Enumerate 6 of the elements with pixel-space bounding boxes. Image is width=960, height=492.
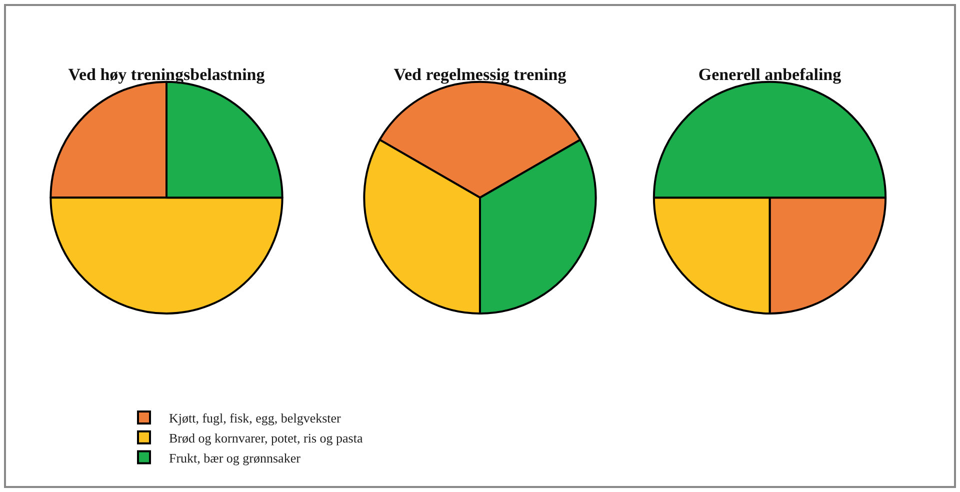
slice-label: Ved regelmessig trening bbox=[394, 64, 567, 84]
slice-label: Ved høy treningsbelastning bbox=[68, 64, 266, 84]
legend-label: Frukt, bær og grønnsaker bbox=[169, 450, 302, 466]
legend-label: Kjøtt, fugl, fisk, egg, belgvekster bbox=[169, 410, 342, 426]
slice-label: Generell anbefaling bbox=[698, 64, 842, 84]
legend-label: Brød og kornvarer, potet, ris og pasta bbox=[169, 430, 363, 446]
